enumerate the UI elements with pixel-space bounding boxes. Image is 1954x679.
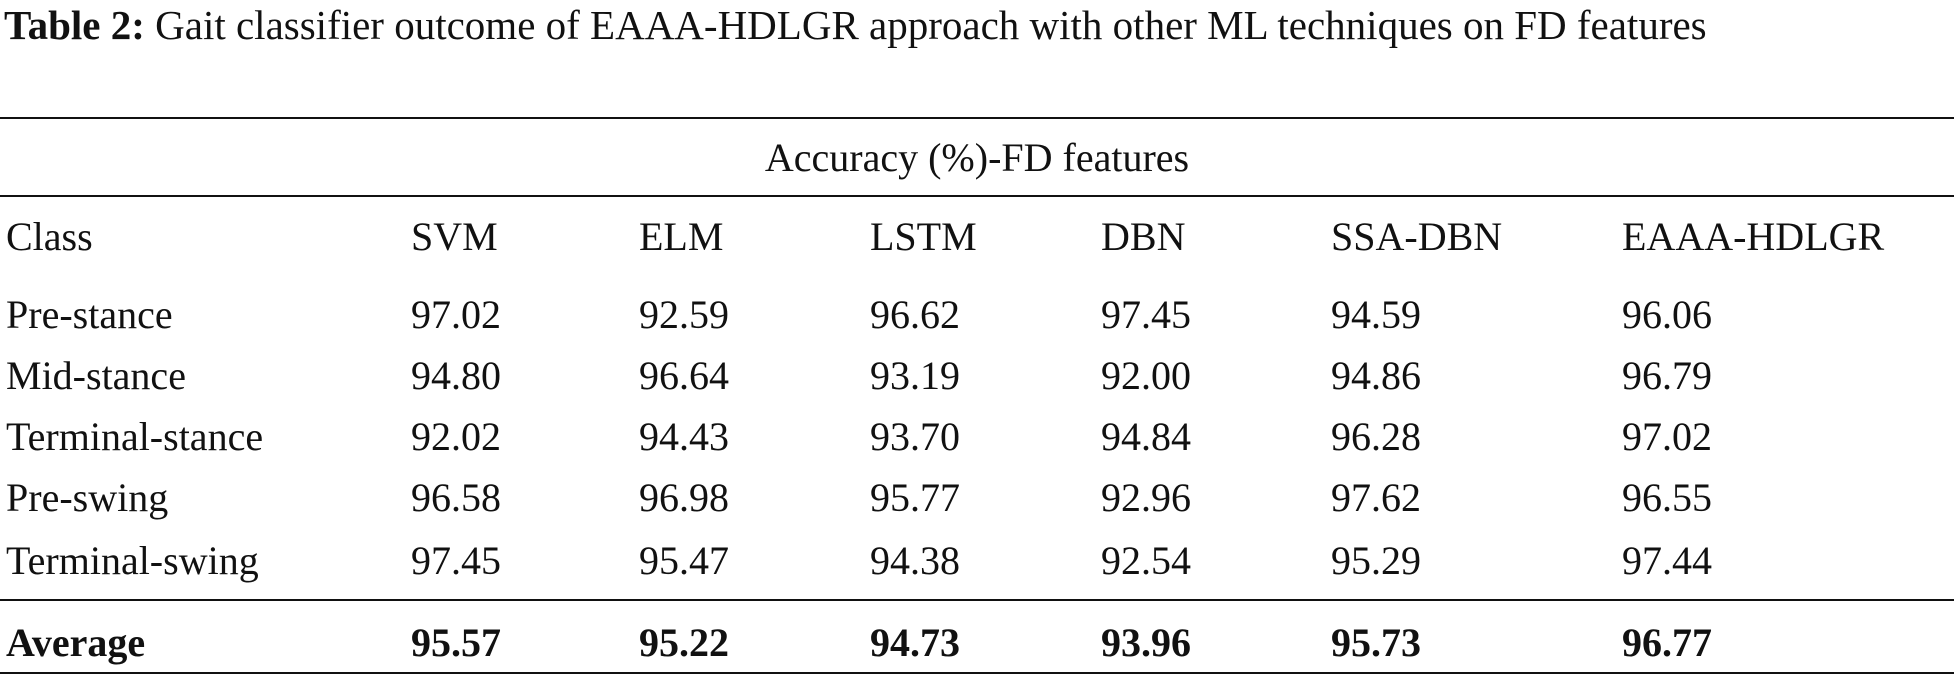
- cell-value: 97.62: [1331, 475, 1421, 520]
- column-header: SVM: [411, 214, 498, 259]
- row-label: Pre-stance: [6, 292, 173, 337]
- cell-value: 96.06: [1622, 292, 1712, 337]
- row-label: Terminal-stance: [6, 414, 264, 459]
- bottom-rule: [0, 672, 1954, 674]
- cell-value: 96.55: [1622, 475, 1712, 520]
- footer-rule: [0, 599, 1954, 601]
- footer-value: 96.77: [1622, 620, 1712, 665]
- cell-value: 94.59: [1331, 292, 1421, 337]
- top-rule: [0, 117, 1954, 119]
- cell-value: 93.19: [870, 353, 960, 398]
- row-label: Mid-stance: [6, 353, 186, 398]
- cell-value: 96.79: [1622, 353, 1712, 398]
- cell-value: 95.47: [639, 538, 729, 583]
- column-header: SSA-DBN: [1331, 214, 1503, 259]
- cell-value: 97.45: [411, 538, 501, 583]
- column-header: LSTM: [870, 214, 977, 259]
- column-header: Class: [6, 214, 93, 259]
- caption-label: Table 2:: [4, 2, 145, 48]
- cell-value: 94.80: [411, 353, 501, 398]
- footer-value: 94.73: [870, 620, 960, 665]
- group-header: Accuracy (%)-FD features: [764, 135, 1190, 180]
- cell-value: 94.43: [639, 414, 729, 459]
- cell-value: 94.38: [870, 538, 960, 583]
- cell-value: 94.86: [1331, 353, 1421, 398]
- footer-value: 93.96: [1101, 620, 1191, 665]
- cell-value: 96.28: [1331, 414, 1421, 459]
- cell-value: 97.02: [411, 292, 501, 337]
- cell-value: 97.44: [1622, 538, 1712, 583]
- footer-value: 95.57: [411, 620, 501, 665]
- column-header: ELM: [639, 214, 724, 259]
- cell-value: 92.02: [411, 414, 501, 459]
- cell-value: 92.96: [1101, 475, 1191, 520]
- cell-value: 97.02: [1622, 414, 1712, 459]
- cell-value: 93.70: [870, 414, 960, 459]
- caption-text: Gait classifier outcome of EAAA-HDLGR ap…: [155, 2, 1707, 48]
- column-header: DBN: [1101, 214, 1186, 259]
- cell-value: 96.62: [870, 292, 960, 337]
- cell-value: 97.45: [1101, 292, 1191, 337]
- cell-value: 94.84: [1101, 414, 1191, 459]
- column-header: EAAA-HDLGR: [1622, 214, 1885, 259]
- cell-value: 92.59: [639, 292, 729, 337]
- cell-value: 96.58: [411, 475, 501, 520]
- cell-value: 96.98: [639, 475, 729, 520]
- cell-value: 95.77: [870, 475, 960, 520]
- footer-value: 95.22: [639, 620, 729, 665]
- cell-value: 95.29: [1331, 538, 1421, 583]
- cell-value: 92.00: [1101, 353, 1191, 398]
- footer-label: Average: [6, 620, 146, 665]
- cell-value: 92.54: [1101, 538, 1191, 583]
- cell-value: 96.64: [639, 353, 729, 398]
- row-label: Terminal-swing: [6, 538, 259, 583]
- caption: Table 2: Gait classifier outcome of EAAA…: [4, 2, 1950, 49]
- header-rule: [0, 195, 1954, 197]
- footer-value: 95.73: [1331, 620, 1421, 665]
- row-label: Pre-swing: [6, 475, 169, 520]
